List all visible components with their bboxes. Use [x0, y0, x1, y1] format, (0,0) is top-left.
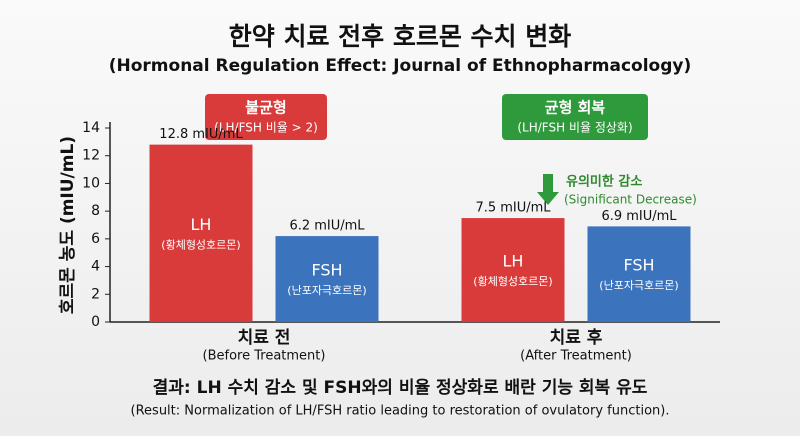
y-tick-label: 0	[91, 314, 100, 330]
y-tick-label: 6	[91, 231, 100, 247]
bar-series-description: (난포자극호르몬)	[287, 284, 366, 297]
bar-series-name: FSH	[311, 261, 342, 280]
y-tick-label: 12	[82, 148, 100, 164]
chart-subtitle: (Hormonal Regulation Effect: Journal of …	[109, 56, 691, 76]
value-label: 7.5 mIU/mL	[475, 201, 551, 216]
annotation-title: 균형 회복	[545, 99, 606, 117]
bar-series-name: LH	[503, 252, 524, 271]
x-tick-label: 치료 전	[238, 328, 291, 348]
bar	[275, 236, 379, 322]
bar	[461, 218, 565, 322]
annotation-text: (Significant Decrease)	[564, 193, 697, 207]
bar-series-description: (황체형성호르몬)	[161, 238, 240, 251]
value-label: 12.8 mIU/mL	[159, 127, 243, 142]
value-label: 6.2 mIU/mL	[289, 219, 365, 234]
x-tick-label: 치료 후	[550, 327, 603, 348]
annotation-box	[502, 94, 648, 140]
x-tick-sublabel: (Before Treatment)	[203, 349, 326, 364]
bar-series-name: FSH	[623, 256, 654, 275]
footer-title: 결과: LH 수치 감소 및 FSH와의 비율 정상화로 배란 기능 회복 유도	[153, 378, 648, 398]
value-label: 6.9 mIU/mL	[601, 209, 677, 224]
chart-title: 한약 치료 전후 호르몬 수치 변화	[229, 22, 572, 51]
bar	[587, 226, 691, 322]
y-axis-label: 호르몬 농도 (mIU/mL)	[58, 136, 78, 314]
annotation-text: (LH/FSH 비율 정상화)	[517, 121, 632, 135]
bar-series-description: (난포자극호르몬)	[599, 279, 678, 292]
annotation-text: (LH/FSH 비율 > 2)	[214, 121, 318, 135]
y-tick-label: 4	[91, 259, 100, 275]
x-tick-sublabel: (After Treatment)	[520, 349, 632, 364]
y-tick-label: 2	[91, 286, 100, 302]
y-tick-label: 14	[82, 120, 100, 136]
annotation-title: 불균형	[245, 99, 286, 117]
bar	[149, 144, 253, 322]
bar-series-name: LH	[191, 215, 212, 234]
annotation-box	[205, 94, 327, 140]
decrease-arrow	[537, 174, 559, 205]
y-tick-label: 10	[82, 175, 100, 191]
y-tick-label: 8	[91, 203, 100, 219]
footer-text: (Result: Normalization of LH/FSH ratio l…	[131, 404, 670, 419]
bar-series-description: (황체형성호르몬)	[473, 275, 552, 288]
annotation-title: 유의미한 감소	[566, 174, 642, 190]
